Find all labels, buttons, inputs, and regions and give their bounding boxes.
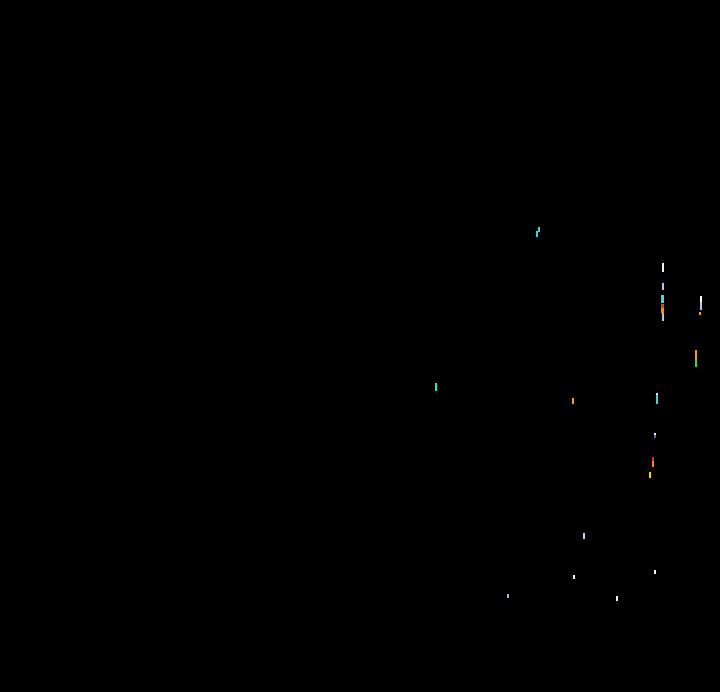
- trail-a-cyan-segment: [661, 295, 664, 303]
- trail-a-red-segment: [661, 304, 664, 308]
- spark-white-lower: [616, 596, 618, 601]
- rocket-streak-cyan-upper: [538, 227, 540, 232]
- trail-c-green-segment: [695, 360, 697, 367]
- spark-indigo-blue: [654, 435, 656, 438]
- rocket-streak-turquoise: [435, 383, 437, 391]
- spark-white-mid-right: [654, 570, 656, 574]
- trail-a-yellow-green-segment: [662, 313, 664, 316]
- spark-white-tip: [654, 433, 656, 435]
- rocket-streak-cyan-lower: [536, 231, 538, 237]
- trail-b-amber-spark: [699, 312, 701, 315]
- trail-d-yellow-segment: [649, 472, 651, 478]
- trail-d-orange-segment: [652, 461, 654, 467]
- rocket-streak-teal-light-tip: [656, 393, 658, 395]
- trail-a-orange-segment: [661, 308, 664, 313]
- trail-b-white-head: [700, 296, 702, 302]
- trail-a-lavender-segment: [662, 283, 664, 290]
- trail-c-orange-segment: [695, 350, 697, 360]
- spark-steel-blue: [507, 594, 509, 598]
- trail-b-light-blue-segment: [700, 302, 702, 310]
- rocket-streak-teal: [656, 395, 658, 404]
- trail-d-red-segment: [652, 457, 654, 461]
- spark-white-mid-left: [573, 575, 575, 579]
- spark-amber-left: [572, 398, 574, 404]
- trail-a-light-blue-segment: [662, 316, 664, 321]
- trail-a-white-head: [662, 263, 664, 272]
- spark-pale-lavender: [583, 533, 585, 539]
